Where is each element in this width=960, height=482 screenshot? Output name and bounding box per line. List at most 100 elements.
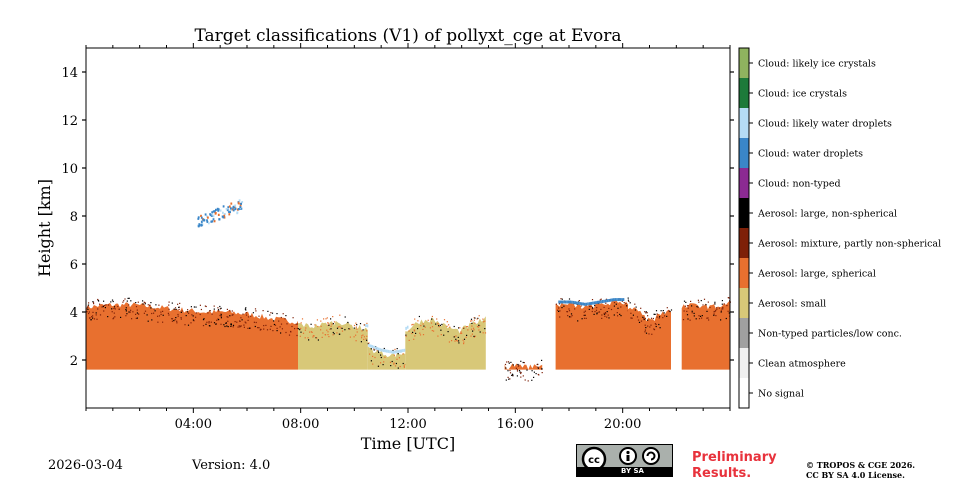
aerosol-segment-fill [555, 299, 628, 370]
aerosol-speckle [723, 303, 725, 305]
aerosol-speckle [596, 313, 598, 315]
aerosol-speckle [599, 299, 601, 301]
aerosol-speckle [328, 336, 330, 338]
aerosol-speckle [644, 317, 646, 320]
aerosol-speckle [645, 311, 647, 313]
aerosol-speckle [656, 313, 658, 315]
aerosol-speckle [247, 327, 249, 329]
cloud-pixel [230, 202, 233, 205]
aerosol-speckle [378, 351, 380, 353]
aerosol-speckle [136, 312, 138, 314]
aerosol-speckle [267, 310, 269, 312]
aerosol-speckle [470, 335, 472, 337]
aerosol-speckle [186, 311, 189, 313]
aerosol-speckle [142, 300, 144, 302]
aerosol-speckle [508, 362, 510, 364]
aerosol-speckle [317, 325, 319, 328]
aerosol-speckle [237, 326, 239, 328]
aerosol-speckle [399, 365, 401, 368]
aerosol-speckle [193, 306, 195, 308]
cloud-cap-pixel [368, 343, 370, 347]
aerosol-speckle [443, 319, 446, 321]
aerosol-speckle [177, 313, 179, 316]
aerosol-speckle [714, 301, 716, 303]
aerosol-speckle [327, 331, 329, 333]
aerosol-speckle [286, 323, 288, 325]
aerosol-speckle [527, 380, 529, 382]
aerosol-speckle [394, 365, 397, 367]
aerosol-speckle [144, 310, 147, 312]
legend-label: Aerosol: mixture, partly non-spherical [757, 239, 941, 250]
aerosol-speckle [195, 316, 197, 318]
cloud-cap-pixel [619, 298, 621, 302]
aerosol-speckle [321, 336, 323, 338]
cloud-pixel [232, 205, 235, 208]
aerosol-speckle [273, 323, 275, 326]
aerosol-speckle [443, 334, 445, 336]
aerosol-speckle [721, 303, 723, 305]
aerosol-speckle [720, 311, 722, 313]
aerosol-speckle [337, 326, 339, 328]
aerosol-speckle [130, 309, 132, 311]
aerosol-speckle [507, 370, 509, 372]
aerosol-speckle [332, 334, 334, 336]
aerosol-speckle [627, 297, 629, 299]
aerosol-speckle [355, 326, 357, 328]
aerosol-speckle [231, 310, 233, 312]
aerosol-speckle [666, 315, 668, 317]
aerosol-speckle [471, 325, 473, 327]
aerosol-speckle [456, 340, 459, 342]
legend-label: Cloud: non-typed [758, 179, 841, 190]
aerosol-speckle [655, 310, 658, 312]
aerosol-speckle [437, 335, 439, 337]
copyright-line-1: © TROPOS & CGE 2026. [806, 460, 916, 470]
aerosol-segment [405, 315, 487, 370]
aerosol-speckle [355, 322, 357, 324]
aerosol-speckle [273, 320, 275, 322]
aerosol-speckle [584, 310, 586, 312]
aerosol-speckle [392, 349, 394, 352]
aerosol-speckle [329, 328, 331, 330]
aerosol-speckle [347, 321, 349, 324]
aerosol-speckle [316, 319, 318, 321]
aerosol-speckle [341, 330, 344, 332]
aerosol-speckle [380, 354, 382, 356]
aerosol-speckle [86, 311, 88, 313]
aerosol-speckle [620, 315, 622, 317]
copyright-line-2: CC BY SA 4.0 License. [806, 470, 905, 480]
aerosol-speckle [309, 331, 311, 333]
aerosol-speckle [619, 313, 621, 315]
aerosol-speckle [276, 330, 278, 332]
aerosol-speckle [243, 324, 245, 326]
aerosol-speckle [210, 321, 212, 323]
cloud-cap-pixel [398, 349, 401, 353]
aerosol-speckle [693, 315, 695, 317]
aerosol-speckle [265, 324, 267, 326]
cloud-pixel [197, 217, 200, 220]
aerosol-speckle [282, 313, 284, 315]
aerosol-segment [555, 297, 629, 370]
aerosol-speckle [716, 307, 718, 309]
aerosol-speckle [610, 308, 613, 311]
cloud-pixel [204, 213, 207, 216]
cloud-pixel [234, 204, 237, 207]
aerosol-speckle [648, 333, 650, 335]
aerosol-speckle [536, 363, 538, 366]
aerosol-speckle [625, 303, 627, 305]
aerosol-speckle [447, 331, 449, 333]
aerosol-speckle [104, 307, 106, 309]
aerosol-speckle [520, 360, 522, 362]
aerosol-speckle [703, 298, 706, 300]
aerosol-speckle [239, 326, 241, 328]
aerosol-speckle [320, 320, 322, 322]
aerosol-speckle [187, 324, 190, 326]
aerosol-speckle [607, 314, 609, 316]
aerosol-speckle [327, 324, 329, 326]
aerosol-speckle [647, 325, 649, 327]
aerosol-speckle [126, 300, 128, 302]
aerosol-speckle [517, 363, 519, 366]
aerosol-speckle [356, 331, 358, 333]
aerosol-speckle [477, 326, 480, 328]
cloud-cap-pixel [366, 324, 369, 328]
aerosol-speckle [310, 323, 312, 325]
